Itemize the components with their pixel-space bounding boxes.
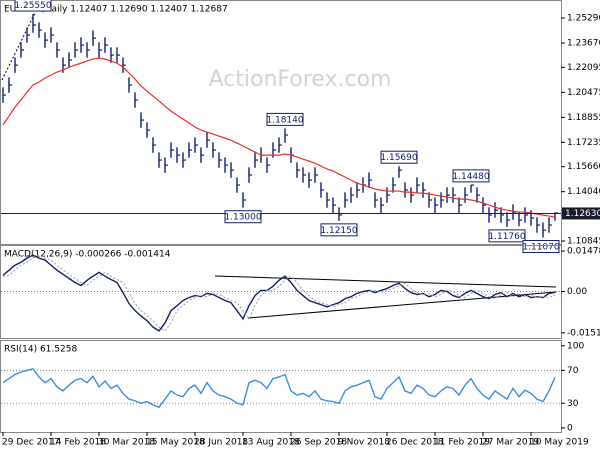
annotation-box xyxy=(224,210,262,224)
y-tick-label: 0 xyxy=(567,423,573,433)
annotation-label: 1.14480 xyxy=(452,172,489,182)
annotation-label: 1.11760 xyxy=(488,232,525,242)
panel-title: MACD(12,26,9) -0.000266 -0.001414 xyxy=(4,250,171,260)
y-tick-label: 1.22095 xyxy=(567,63,600,73)
annotation-box xyxy=(522,240,560,254)
y-tick-label: 1.17235 xyxy=(567,138,600,148)
x-tick-label: 27 Mar 2019 xyxy=(482,438,539,448)
annotation-box xyxy=(380,150,418,164)
annotation-box xyxy=(488,229,526,243)
trend-line xyxy=(214,275,557,288)
y-tick-label: 1.20475 xyxy=(567,88,600,98)
x-tick-label: 11 Feb 2019 xyxy=(434,438,490,448)
x-tick-label: 10 May 2019 xyxy=(530,438,589,448)
x-tick-label: 29 Dec 2017 xyxy=(2,438,60,448)
annotation-label: 1.11070 xyxy=(522,243,559,253)
y-tick-label: 30 xyxy=(567,399,579,409)
annotation-label: 1.12150 xyxy=(320,226,357,236)
x-tick-label: 13 Aug 2018 xyxy=(242,438,300,448)
series-line xyxy=(2,254,556,332)
y-tick-label: 70 xyxy=(567,366,579,376)
panel-title: EURUSD,Daily 1.12407 1.12690 1.12407 1.1… xyxy=(4,5,228,15)
x-tick-label: 28 Jun 2018 xyxy=(194,438,248,448)
y-tick-label: 1.25290 xyxy=(567,14,600,24)
panel-frame xyxy=(0,340,562,433)
y-tick-label: 0.00 xyxy=(567,287,587,297)
y-tick-label: 1.14040 xyxy=(567,187,600,197)
watermark: ActionForex.com xyxy=(209,67,392,92)
price-label-box xyxy=(562,207,600,220)
y-tick-label: 1.23670 xyxy=(567,39,600,49)
panel-frame xyxy=(0,0,562,245)
series-line xyxy=(2,367,556,409)
annotation-label: 1.18140 xyxy=(266,115,303,125)
x-tick-label: 9 Nov 2018 xyxy=(338,438,390,448)
series-line xyxy=(2,57,556,218)
panel-title: RSI(14) 61.5258 xyxy=(4,345,77,355)
y-tick-label: 100 xyxy=(567,341,584,351)
annotation-box xyxy=(452,169,490,183)
annotation-box xyxy=(14,0,52,12)
price-label: 1.12630 xyxy=(565,209,600,219)
x-tick-label: 26 Sep 2018 xyxy=(290,438,347,448)
annotation-box xyxy=(266,112,304,126)
annotation-label: 1.25550 xyxy=(14,1,51,11)
trend-line xyxy=(247,291,557,319)
y-tick-label: 1.15660 xyxy=(567,162,600,172)
x-tick-label: 26 Dec 2018 xyxy=(386,438,444,448)
y-tick-label: 1.18855 xyxy=(567,113,600,123)
y-tick-label: -0.015107 xyxy=(567,328,600,338)
annotation-label: 1.13000 xyxy=(224,213,261,223)
annotation-box xyxy=(320,223,358,237)
trend-line xyxy=(1,12,36,81)
x-tick-label: 14 Feb 2018 xyxy=(50,438,106,448)
x-tick-label: 15 May 2018 xyxy=(146,438,205,448)
x-tick-label: 30 Mar 2018 xyxy=(98,438,155,448)
annotation-label: 1.15690 xyxy=(380,153,417,163)
y-tick-label: 1.10845 xyxy=(567,236,600,246)
y-tick-label: 0.014786 xyxy=(567,247,600,257)
